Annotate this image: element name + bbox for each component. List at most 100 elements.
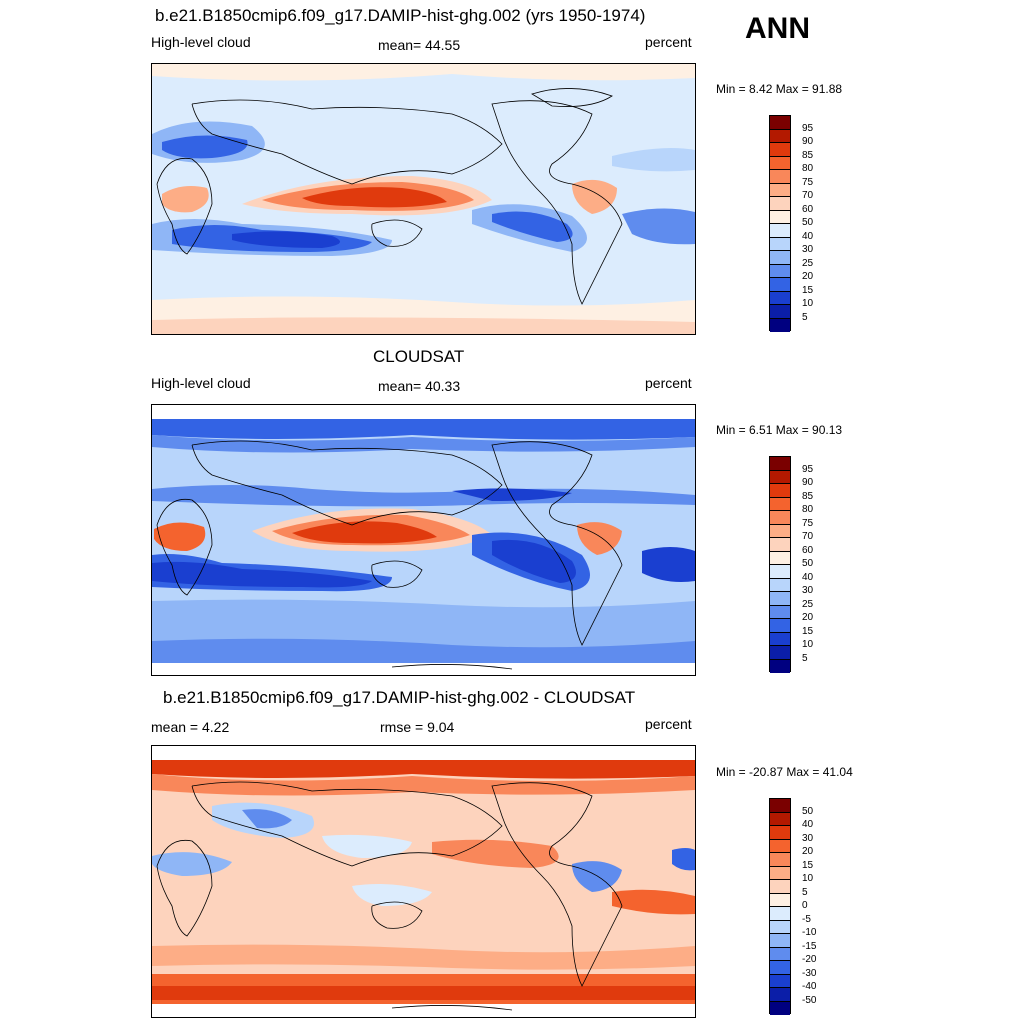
colorbar-tick-label: 5 [802,886,808,898]
colorbar-swatch [770,470,790,484]
panel1-colorbar-swatches [769,115,791,332]
colorbar-tick-label: 20 [802,271,814,282]
colorbar-tick-label: 20 [802,846,814,857]
panel2-nh-storm-track [152,485,695,507]
colorbar-tick-label: 75 [802,176,814,188]
colorbar-tick-label: 50 [802,805,814,817]
colorbar-swatch [770,318,790,332]
panel1-high-lat-band [152,78,695,103]
colorbar-tick-label: 0 [802,900,808,911]
colorbar-tick-label: -20 [802,954,817,965]
colorbar-tick-label: 70 [802,190,814,201]
colorbar-swatch [770,920,790,934]
panel2-field-svg [152,405,695,675]
panel3-rmse-label: rmse = 9.04 [380,719,455,735]
colorbar-swatch [770,1001,790,1015]
panel3-neg-region-1-core [242,809,292,829]
panel1-title: b.e21.B1850cmip6.f09_g17.DAMIP-hist-ghg.… [155,6,646,25]
colorbar-tick-label: 80 [802,163,814,174]
colorbar-swatch [770,524,790,538]
panel3-southern-ocean-core [152,986,695,1000]
panel3-field-svg [152,746,695,1017]
panel3-arctic-band-edge [152,774,695,796]
panel2-arctic-band [152,419,695,440]
colorbar-swatch [770,511,790,525]
panel3-neg-region-4 [672,848,695,871]
panel3-neg-region-2 [322,834,412,858]
colorbar-tick-label: 15 [802,284,814,296]
panel1-arctic-band [152,64,695,81]
colorbar-swatch [770,934,790,948]
colorbar-swatch [770,799,790,813]
colorbar-tick-label: 50 [802,217,814,228]
colorbar-tick-label: 40 [802,819,814,830]
colorbar-tick-label: 85 [802,149,814,161]
panel3-pos-region-atlantic [612,889,695,915]
colorbar-tick-label: -30 [802,967,817,979]
colorbar-tick-label: 80 [802,504,814,515]
panel2-map [151,404,696,676]
colorbar-swatch [770,237,790,251]
panel3-colorbar-swatches [769,798,791,1015]
colorbar-tick-label: 90 [802,477,814,488]
colorbar-tick-label: -15 [802,940,817,952]
colorbar-tick-label: 60 [802,544,814,556]
panel2-colorbar-swatches [769,456,791,673]
panel2-units-label: percent [645,375,692,391]
panel3-units-label: percent [645,716,692,732]
colorbar-swatch [770,988,790,1002]
colorbar-tick-label: 30 [802,585,814,596]
colorbar-swatch [770,224,790,238]
panel3-coastlines [156,781,623,1011]
colorbar-swatch [770,893,790,907]
colorbar-swatch [770,129,790,143]
colorbar-swatch [770,659,790,673]
colorbar-tick-label: 95 [802,122,814,134]
colorbar-tick-label: 10 [802,873,814,884]
colorbar-swatch [770,974,790,988]
panel1-left-label: High-level cloud [151,34,251,50]
colorbar-tick-label: 10 [802,298,814,309]
colorbar-tick-label: -40 [802,981,817,992]
colorbar-swatch [770,880,790,894]
colorbar-tick-label: 40 [802,571,814,583]
panel1-units-label: percent [645,34,692,50]
colorbar-swatch [770,907,790,921]
panel2-arctic-band-edge [152,435,695,453]
panel2-sh-low-west-core [152,561,372,588]
panel1-africa-convection [162,186,209,213]
colorbar-tick-label: -5 [802,913,811,925]
colorbar-tick-label: 60 [802,203,814,215]
colorbar-swatch [770,961,790,975]
colorbar-swatch [770,826,790,840]
panel1-mean-label: mean= 44.55 [378,37,461,53]
colorbar-tick-label: 5 [802,311,808,323]
colorbar-swatch [770,457,790,471]
panel1-low-cloud-west-core [162,135,248,159]
colorbar-swatch [770,551,790,565]
colorbar-swatch [770,278,790,292]
colorbar-swatch [770,156,790,170]
colorbar-swatch [770,646,790,660]
panel2-nh-storm-core [452,488,572,501]
colorbar-tick-label: 50 [802,558,814,569]
panel2-atlantic-low [642,547,695,582]
panel1-minmax: Min = 8.42 Max = 91.88 [716,82,843,96]
colorbar-swatch [770,839,790,853]
panel3-neg-region-samerica [572,861,622,892]
colorbar-tick-label: 70 [802,531,814,542]
colorbar-tick-label: 85 [802,490,814,502]
colorbar-tick-label: -50 [802,994,817,1006]
colorbar-swatch [770,305,790,319]
panel1-map [151,63,696,335]
colorbar-swatch [770,866,790,880]
panel1-atlantic-low [622,208,695,245]
panel3-pos-region-npac [432,839,559,868]
colorbar-swatch [770,143,790,157]
panel1-sh-low-east-core [492,211,573,242]
colorbar-swatch [770,116,790,130]
colorbar-swatch [770,251,790,265]
colorbar-swatch [770,264,790,278]
colorbar-swatch [770,210,790,224]
panel2-left-label: High-level cloud [151,375,251,391]
